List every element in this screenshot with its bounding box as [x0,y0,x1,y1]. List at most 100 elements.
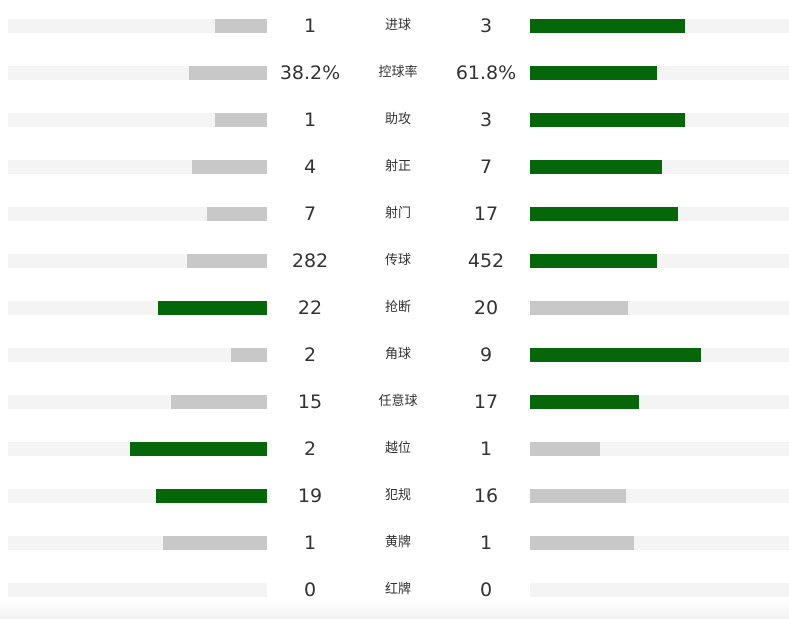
stat-row: 2 越位 1 [0,439,789,459]
left-bar [215,113,267,127]
left-bar [231,348,267,362]
stat-label: 抢断 [384,300,411,315]
right-bar-track [530,113,789,127]
right-value: 3 [479,15,493,37]
right-bar [530,348,701,362]
left-bar [158,301,267,315]
left-bar [130,442,267,456]
left-value: 2 [303,344,317,366]
left-value: 4 [303,156,317,178]
left-value: 19 [297,485,323,507]
stat-row: 1 黄牌 1 [0,533,789,553]
right-bar [530,19,685,33]
right-value: 20 [473,297,499,319]
right-value: 61.8% [455,62,517,84]
right-bar [530,160,662,174]
right-bar-track [530,536,789,550]
left-bar [171,395,267,409]
left-bar-track [8,489,267,503]
left-value: 1 [303,532,317,554]
left-value: 1 [303,15,317,37]
stat-row: 7 射门 17 [0,204,789,224]
stat-row: 38.2% 控球率 61.8% [0,63,789,83]
left-bar-track [8,160,267,174]
stat-row: 0 红牌 0 [0,580,789,600]
left-value: 282 [291,250,329,272]
left-value: 7 [303,203,317,225]
left-bar-track [8,442,267,456]
right-value: 9 [479,344,493,366]
left-bar [207,207,267,221]
right-bar [530,489,626,503]
right-value: 1 [479,438,493,460]
stat-row: 1 进球 3 [0,16,789,36]
right-bar [530,207,678,221]
left-bar [156,489,267,503]
right-bar [530,66,657,80]
left-value: 0 [303,579,317,601]
right-bar [530,113,685,127]
stat-row: 22 抢断 20 [0,298,789,318]
right-bar [530,536,634,550]
stat-label: 传球 [384,253,411,268]
left-bar [189,66,267,80]
right-bar-track [530,395,789,409]
left-bar-track [8,113,267,127]
stat-label: 控球率 [378,65,418,80]
right-value: 0 [479,579,493,601]
left-bar [215,19,267,33]
right-value: 3 [479,109,493,131]
stat-row: 1 助攻 3 [0,110,789,130]
right-bar [530,254,657,268]
left-bar [187,254,267,268]
right-bar [530,442,600,456]
right-value: 452 [467,250,505,272]
right-value: 16 [473,485,499,507]
stat-label: 黄牌 [384,535,411,550]
left-bar-track [8,301,267,315]
right-value: 17 [473,203,499,225]
left-bar-track [8,19,267,33]
right-bar-track [530,301,789,315]
right-bar-track [530,348,789,362]
right-value: 1 [479,532,493,554]
stat-row: 282 传球 452 [0,251,789,271]
left-bar [163,536,267,550]
left-bar-track [8,536,267,550]
right-bar-track [530,66,789,80]
right-bar-track [530,489,789,503]
stat-label: 进球 [384,18,411,33]
left-value: 38.2% [279,62,341,84]
left-bar-track [8,583,267,597]
right-bar-track [530,254,789,268]
left-value: 2 [303,438,317,460]
stat-row: 19 犯规 16 [0,486,789,506]
stat-row: 2 角球 9 [0,345,789,365]
right-value: 7 [479,156,493,178]
right-bar [530,395,639,409]
stat-label: 犯规 [384,488,411,503]
left-bar-track [8,348,267,362]
right-value: 17 [473,391,499,413]
left-bar-track [8,395,267,409]
stat-row: 4 射正 7 [0,157,789,177]
right-bar-track [530,160,789,174]
stat-label: 助攻 [384,112,411,127]
left-bar-track [8,207,267,221]
left-bar [192,160,267,174]
stat-row: 15 任意球 17 [0,392,789,412]
left-bar-track [8,254,267,268]
stat-label: 角球 [384,347,411,362]
right-bar-track [530,207,789,221]
right-bar [530,301,628,315]
left-value: 1 [303,109,317,131]
left-value: 15 [297,391,323,413]
stat-label: 射正 [384,159,411,174]
right-bar-track [530,583,789,597]
left-bar-track [8,66,267,80]
stat-label: 越位 [384,441,411,456]
right-bar-track [530,442,789,456]
left-value: 22 [297,297,323,319]
stat-label: 射门 [384,206,411,221]
